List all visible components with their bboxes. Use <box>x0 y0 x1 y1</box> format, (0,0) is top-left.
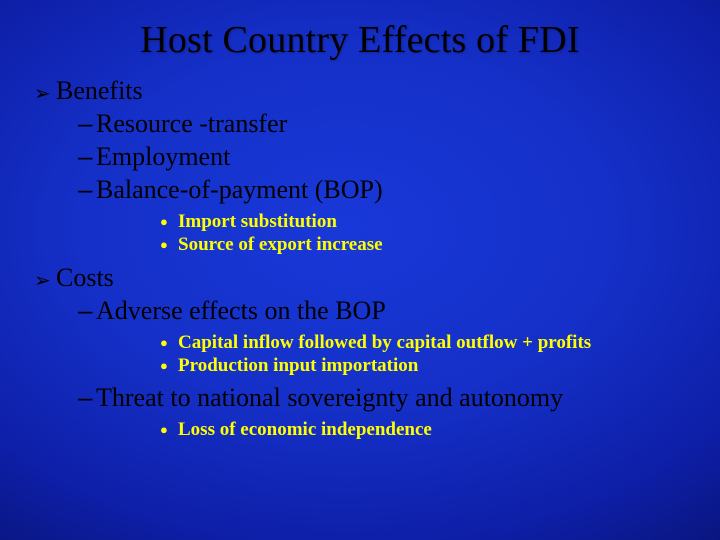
adverse-bop-capital-text: Capital inflow followed by capital outfl… <box>178 332 591 354</box>
costs-item-sovereignty: – Threat to national sovereignty and aut… <box>78 382 686 413</box>
arrow-icon: ➢ <box>34 268 56 293</box>
sovereignty-loss-text: Loss of economic independence <box>178 419 432 441</box>
dash-icon: – <box>78 382 96 413</box>
dot-icon: ● <box>160 358 178 373</box>
slide: Host Country Effects of FDI ➢ Benefits –… <box>0 0 720 540</box>
dot-icon: ● <box>160 335 178 350</box>
bop-sub-export: ● Source of export increase <box>160 234 686 256</box>
costs-adverse-bop-text: Adverse effects on the BOP <box>96 296 386 326</box>
bop-sub-import: ● Import substitution <box>160 211 686 233</box>
benefits-item-resource: – Resource -transfer <box>78 108 686 139</box>
dash-icon: – <box>78 295 96 326</box>
benefits-label: Benefits <box>56 76 143 106</box>
costs-label: Costs <box>56 263 114 293</box>
dot-icon: ● <box>160 422 178 437</box>
bop-sub-export-text: Source of export increase <box>178 234 383 256</box>
adverse-bop-sub-input: ● Production input importation <box>160 355 686 377</box>
dot-icon: ● <box>160 214 178 229</box>
dash-icon: – <box>78 141 96 172</box>
costs-item-adverse-bop: – Adverse effects on the BOP <box>78 295 686 326</box>
dash-icon: – <box>78 108 96 139</box>
costs-heading: ➢ Costs <box>34 263 686 293</box>
dash-icon: – <box>78 174 96 205</box>
costs-sovereignty-text: Threat to national sovereignty and auton… <box>96 383 563 413</box>
slide-title: Host Country Effects of FDI <box>34 18 686 62</box>
bop-sub-import-text: Import substitution <box>178 211 337 233</box>
sovereignty-sub-loss: ● Loss of economic independence <box>160 419 686 441</box>
adverse-bop-input-text: Production input importation <box>178 355 418 377</box>
benefits-item-bop: – Balance-of-payment (BOP) <box>78 174 686 205</box>
benefits-bop-text: Balance-of-payment (BOP) <box>96 175 383 205</box>
benefits-heading: ➢ Benefits <box>34 76 686 106</box>
dot-icon: ● <box>160 237 178 252</box>
benefits-employment-text: Employment <box>96 142 230 172</box>
adverse-bop-sub-capital: ● Capital inflow followed by capital out… <box>160 332 686 354</box>
benefits-resource-text: Resource -transfer <box>96 109 287 139</box>
benefits-item-employment: – Employment <box>78 141 686 172</box>
arrow-icon: ➢ <box>34 81 56 106</box>
